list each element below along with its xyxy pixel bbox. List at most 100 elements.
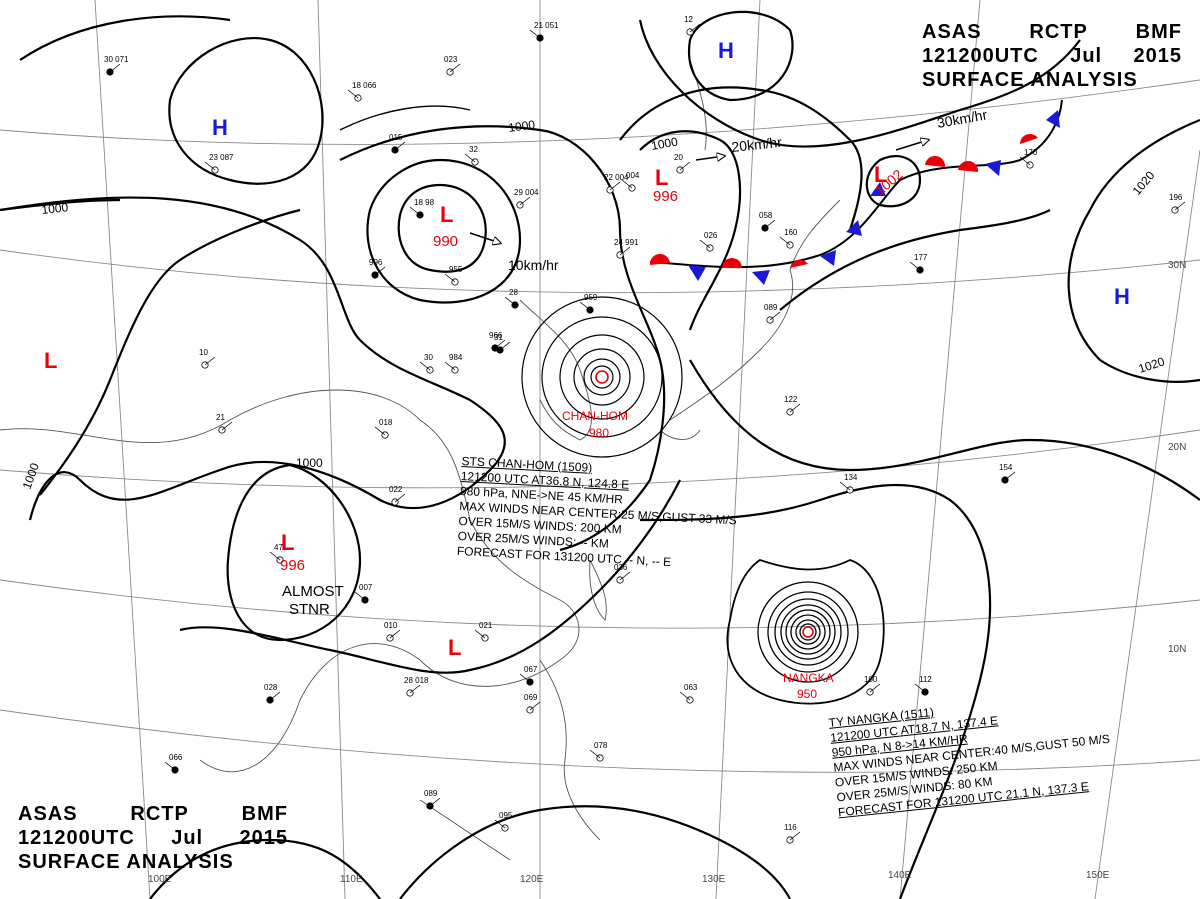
wind-barb [519,673,531,683]
coast-borneo [419,799,511,861]
isobar-1000-west [0,196,506,521]
stnr-line: ALMOST [282,583,344,600]
typhoon-name: CHAN-HOM [562,409,628,423]
motion-label: 10km/hr [508,257,559,273]
isobar-pacific-1 [779,209,1051,311]
typhoon-nangka: NANGKA 950 [783,626,834,701]
station-label: 21 [216,413,225,422]
wind-barb [347,89,359,99]
station-label: 30 071 [104,55,129,64]
isobar-label: 1000 [41,200,69,217]
station-plots [106,23,1186,844]
station-label: 036 [614,563,628,572]
wind-barb [779,236,791,246]
isobar-sw [149,838,381,899]
wind-barb [494,339,506,349]
warm-front-bumps [649,133,1038,268]
station-label: 23 087 [209,153,234,162]
front-stationary [649,99,1063,269]
title-time: 121200UTC [18,827,135,849]
station-text: 30 071 18 066 023 21 051 12 23 087 015 32 20 18 9… [104,15,1183,832]
arrow-990 [469,232,500,243]
wind-barb [419,361,431,371]
wind-barb [354,591,366,601]
title-year: 2015 [1133,45,1182,67]
warm-bump [958,160,979,172]
wind-barb [764,219,776,229]
low-symbol: L [655,165,668,190]
low-pressure-value: 990 [433,233,458,250]
coast-sakhalin [689,59,707,151]
coast-china [0,389,580,773]
wind-barb [449,63,461,73]
station-label: 018 [379,418,393,427]
station-label: 160 [784,228,798,237]
station-label: 058 [759,211,773,220]
station-label: 112 [919,675,932,684]
title-month: Jul [1070,45,1103,67]
isobar-1020-east [1067,118,1200,383]
wind-barb [914,683,926,693]
wind-barb [204,356,216,366]
station-label: 31 [494,333,503,342]
wind-barb [109,63,121,73]
isobar-label: 1000 [650,134,679,152]
motion-arrows [469,140,928,243]
wind-barb [429,797,441,807]
station-label: 996 [369,258,383,267]
station-label: 069 [524,693,538,702]
low-pressure-value: 996 [653,188,678,205]
wind-barb [529,29,541,39]
isobar-label: 1020 [1137,354,1167,376]
typhoon-chanhom: CHAN-HOM 980 [562,370,628,440]
cold-tri [820,250,836,266]
wind-barb [221,421,233,431]
typhoon-name: NANGKA [783,671,834,685]
station-label: 170 [1024,148,1038,157]
wind-barb [394,493,406,503]
lon-label: 140E [888,870,912,881]
chart-title-top: ASAS RCTP BMF 121200UTC Jul 2015 SURFACE ANA… [922,20,1182,92]
wind-barb [409,684,421,694]
coastlines [0,59,841,861]
arrow-996 [695,156,724,160]
wind-barb [499,341,511,351]
isobar-nangka-outer [726,559,885,705]
title-code: RCTP [130,803,189,825]
station-label: 24 991 [614,238,639,247]
wind-barb [609,181,621,191]
warm-bump [1020,133,1038,144]
lat-label: 20N [1168,442,1186,453]
lon-label: 100E [148,874,172,885]
isobar-1002-loop [865,155,922,208]
station-label: 023 [444,55,458,64]
station-label: 177 [914,253,928,262]
wind-barb [204,161,216,171]
title-code: ASAS [922,21,982,43]
station-label: 32 [469,145,478,154]
wind-barb [494,819,506,829]
wind-barb [1004,471,1016,481]
cold-tri [752,270,770,285]
station-label: 18 98 [414,198,435,207]
isobar-ne-long [638,19,1081,148]
coast-japan [669,199,841,421]
wind-barb [699,239,711,249]
isobar-ring-thin [339,105,471,131]
station-label: 066 [169,753,183,762]
isobars [0,10,1200,899]
station-label: 955 [449,265,463,274]
cold-tri [1046,110,1060,128]
isobar-label: 1000 [296,456,323,470]
station-label: 095 [499,811,513,820]
title-code: BMF [1135,21,1182,43]
wind-barb [619,246,631,256]
high-symbol: H [718,38,734,63]
coast-kyushu [659,429,701,440]
isobar-south [399,805,791,899]
isobar-east-1 [639,130,742,331]
coast-luzon [539,659,601,841]
wind-barb [269,691,281,701]
title-type: SURFACE ANALYSIS [18,851,234,873]
